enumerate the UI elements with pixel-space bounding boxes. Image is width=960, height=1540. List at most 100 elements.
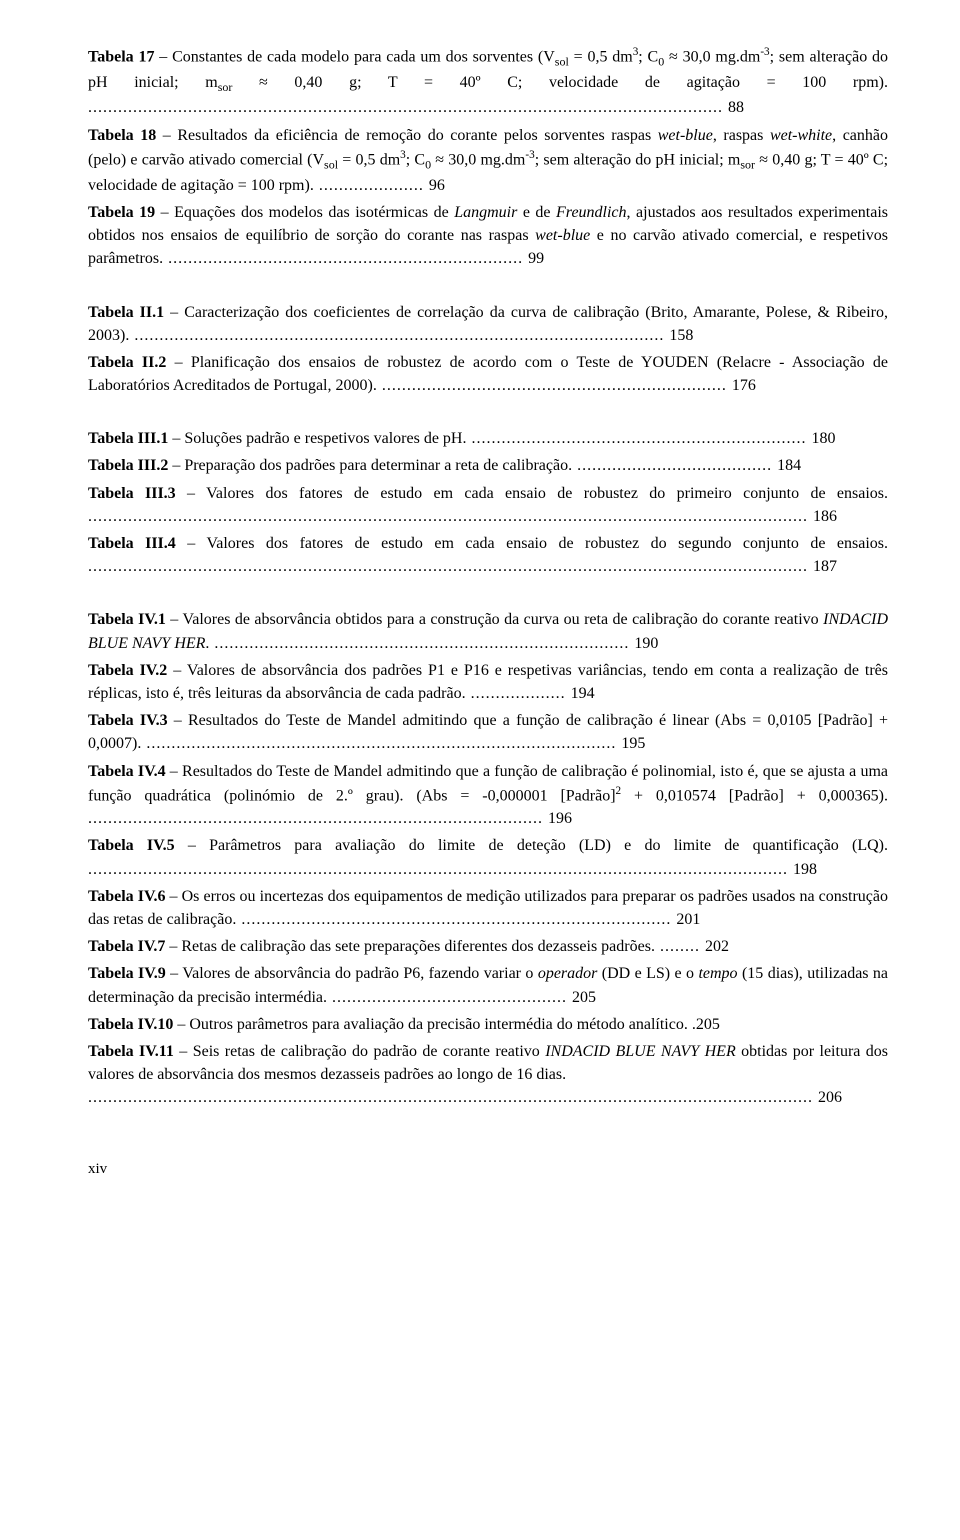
toc-page: 201 [676,911,700,928]
toc-label: Tabela IV.5 [88,837,175,854]
toc-italic: tempo [698,965,737,982]
toc-sep: – [167,662,187,679]
leader-dots: ........................................… [88,1089,818,1106]
leader-dots: ........................................… [466,430,811,447]
toc-page: 202 [705,938,729,955]
toc-page: 194 [571,685,595,702]
toc-text: ; sem alteração do pH inicial; m [535,151,741,168]
toc-label: Tabela IV.6 [88,888,165,905]
toc-sep: – [165,938,181,955]
toc-page: 206 [818,1089,842,1106]
toc-text: Equações dos modelos das isotérmicas de [174,204,454,221]
toc-text: ; C [638,48,658,65]
toc-sep: – [176,535,207,552]
toc-entry: Tabela IV.11 – Seis retas de calibração … [88,1040,888,1110]
toc-page: 205 [696,1016,720,1033]
leader-dots: ........................................… [377,377,732,394]
toc-entry: Tabela III.2 – Preparação dos padrões pa… [88,454,888,477]
toc-page: 190 [634,635,658,652]
leader-dots: ........ [655,938,705,955]
toc-sep: – [168,457,184,474]
toc-text: Outros parâmetros para avaliação da prec… [189,1016,695,1033]
toc-page: 187 [813,558,837,575]
toc-page: 205 [572,989,596,1006]
toc-text: (DD e LS) e o [597,965,698,982]
toc-label: Tabela IV.1 [88,611,166,628]
toc-label: Tabela IV.7 [88,938,165,955]
toc-label: Tabela IV.9 [88,965,166,982]
toc-italic: wet-blue [658,127,713,144]
toc-sep: – [164,304,184,321]
toc-label: Tabela II.1 [88,304,164,321]
toc-entry: Tabela II.2 – Planificação dos ensaios d… [88,351,888,397]
toc-italic: wet-blue [535,227,590,244]
toc-entry: Tabela 17 – Constantes de cada modelo pa… [88,44,888,120]
subscript: sor [218,80,233,94]
toc-text: Soluções padrão e respetivos valores de … [184,430,466,447]
toc-text: Resultados da eficiência de remoção do c… [177,127,657,144]
toc-italic: operador [538,965,598,982]
toc-entry: Tabela IV.5 – Parâmetros para avaliação … [88,834,888,880]
leader-dots: ........................................… [88,508,813,525]
toc-page: 158 [669,327,693,344]
toc-sep: – [166,611,183,628]
toc-text: Seis retas de calibração do padrão de co… [193,1043,546,1060]
toc-text: Retas de calibração das sete preparações… [181,938,655,955]
toc-text: Valores dos fatores de estudo em cada en… [206,485,888,502]
toc-entry: Tabela II.1 – Caracterização dos coefici… [88,301,888,347]
toc-label: Tabela 18 [88,127,156,144]
leader-dots: ........................................… [88,99,728,116]
toc-label: Tabela IV.4 [88,763,166,780]
toc-text: Valores dos fatores de estudo em cada en… [206,535,888,552]
toc-entry: Tabela IV.2 – Valores de absorvância dos… [88,659,888,705]
leader-dots: ........................................… [88,558,813,575]
superscript: -3 [760,46,769,58]
toc-page: 176 [732,377,756,394]
toc-label: Tabela II.2 [88,354,166,371]
toc-text: e de [517,204,556,221]
toc-italic: Langmuir [454,204,517,221]
toc-text: Constantes de cada modelo para cada um d… [172,48,555,65]
toc-sep: – [154,48,172,65]
toc-entry: Tabela IV.4 – Resultados do Teste de Man… [88,760,888,831]
toc-page: 198 [793,861,817,878]
toc-entry: Tabela 19 – Equações dos modelos das iso… [88,201,888,271]
toc-label: Tabela 19 [88,204,155,221]
toc-text: Valores de absorvância obtidos para a co… [182,611,823,628]
toc-entry: Tabela IV.1 – Valores de absorvância obt… [88,608,888,654]
toc-sep: – [155,204,174,221]
leader-dots: ....................................... [572,457,777,474]
toc-page: 195 [621,735,645,752]
subscript: sor [740,157,755,171]
toc-entry: Tabela III.1 – Soluções padrão e respeti… [88,427,888,450]
subscript: sol [324,157,338,171]
toc-text: Preparação dos padrões para determinar a… [184,457,572,474]
toc-sep: – [173,1016,189,1033]
toc-sep: – [168,430,184,447]
toc-text: Valores de absorvância do padrão P6, faz… [182,965,538,982]
superscript: -3 [525,149,534,161]
toc-page: 180 [811,430,835,447]
toc-sep: – [166,354,190,371]
toc-text: ≈ 30,0 mg.dm [431,151,525,168]
leader-dots: ........................................… [141,735,621,752]
toc-page: 186 [813,508,837,525]
leader-dots: ........................................… [236,911,676,928]
leader-dots: ........................................… [209,635,634,652]
leader-dots: ........................................… [327,989,572,1006]
toc-sep: – [175,837,209,854]
toc-page: 88 [728,99,744,116]
toc-entry: Tabela 18 – Resultados da eficiência de … [88,124,888,197]
toc-sep: – [174,1043,193,1060]
toc-page: 96 [429,177,445,194]
toc-text: Parâmetros para avaliação do limite de d… [209,837,888,854]
toc-entry: Tabela IV.3 – Resultados do Teste de Man… [88,709,888,755]
toc-sep: – [166,763,182,780]
toc-entry: Tabela III.3 – Valores dos fatores de es… [88,482,888,528]
toc-page: 184 [777,457,801,474]
toc-italic: INDACID BLUE NAVY HER [545,1043,736,1060]
toc-text: ; C [406,151,425,168]
toc-entry: Tabela IV.10 – Outros parâmetros para av… [88,1013,888,1036]
toc-label: Tabela IV.10 [88,1016,173,1033]
toc-text: = 0,5 dm [569,48,633,65]
